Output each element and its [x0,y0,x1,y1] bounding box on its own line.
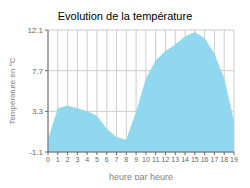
svg-text:8: 8 [124,156,128,163]
svg-text:19: 19 [230,156,238,163]
svg-text:10: 10 [142,156,150,163]
html-text:Evolution de la température: Evolution de la température [57,10,193,22]
svg-text:-1.1: -1.1 [29,148,43,157]
svg-text:6: 6 [105,156,109,163]
svg-text:17: 17 [211,156,219,163]
svg-text:15: 15 [191,156,199,163]
svg-text:14: 14 [181,156,189,163]
svg-text:3: 3 [75,156,79,163]
svg-text:12: 12 [162,156,170,163]
svg-text:11: 11 [152,156,159,163]
svg-text:3.3: 3.3 [32,107,44,116]
svg-text:16: 16 [201,156,209,163]
svg-text:5: 5 [95,156,99,163]
svg-text:Température en °C: Température en °C [8,57,17,124]
svg-text:7.7: 7.7 [32,67,44,76]
svg-text:0: 0 [46,156,50,163]
svg-text:heure par heure: heure par heure [109,172,173,180]
svg-text:1: 1 [56,156,60,163]
svg-text:2: 2 [66,156,70,163]
svg-text:13: 13 [171,156,179,163]
svg-text:12.1: 12.1 [27,26,43,35]
svg-text:4: 4 [85,156,89,163]
svg-text:9: 9 [134,156,138,163]
svg-text:18: 18 [220,156,228,163]
svg-text:7: 7 [115,156,119,163]
